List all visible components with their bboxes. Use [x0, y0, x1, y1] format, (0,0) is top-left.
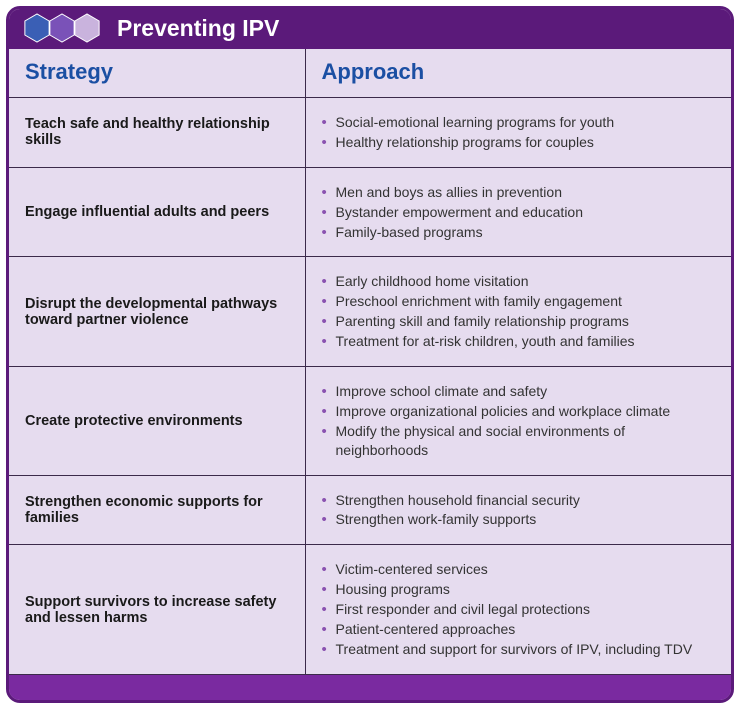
- approach-item: First responder and civil legal protecti…: [322, 600, 715, 619]
- approach-item: Victim-centered services: [322, 560, 715, 579]
- strategies-table: Strategy Approach Teach safe and healthy…: [9, 49, 731, 674]
- approach-list: Strengthen household financial securityS…: [322, 491, 715, 530]
- col-header-strategy: Strategy: [9, 49, 305, 98]
- approach-item: Modify the physical and social environme…: [322, 422, 715, 460]
- approach-cell: Victim-centered servicesHousing programs…: [305, 545, 731, 674]
- approach-cell: Men and boys as allies in preventionByst…: [305, 167, 731, 257]
- strategy-cell: Teach safe and healthy relationship skil…: [9, 98, 305, 168]
- approach-list: Improve school climate and safetyImprove…: [322, 382, 715, 460]
- approach-item: Improve organizational policies and work…: [322, 402, 715, 421]
- approach-item: Social-emotional learning programs for y…: [322, 113, 715, 132]
- approach-item: Treatment for at-risk children, youth an…: [322, 332, 715, 351]
- table-row: Teach safe and healthy relationship skil…: [9, 98, 731, 168]
- approach-list: Social-emotional learning programs for y…: [322, 113, 715, 152]
- strategy-cell: Create protective environments: [9, 367, 305, 476]
- table-row: Strengthen economic supports for familie…: [9, 475, 731, 545]
- approach-cell: Early childhood home visitationPreschool…: [305, 257, 731, 367]
- approach-item: Strengthen work-family supports: [322, 510, 715, 529]
- strategy-cell: Engage influential adults and peers: [9, 167, 305, 257]
- approach-list: Early childhood home visitationPreschool…: [322, 272, 715, 351]
- table-row: Engage influential adults and peers Men a…: [9, 167, 731, 257]
- approach-item: Healthy relationship programs for couple…: [322, 133, 715, 152]
- approach-cell: Improve school climate and safetyImprove…: [305, 367, 731, 476]
- strategy-cell: Strengthen economic supports for familie…: [9, 475, 305, 545]
- approach-list: Victim-centered servicesHousing programs…: [322, 560, 715, 658]
- footer-strip: [9, 674, 731, 700]
- approach-cell: Social-emotional learning programs for y…: [305, 98, 731, 168]
- col-header-approach: Approach: [305, 49, 731, 98]
- approach-item: Men and boys as allies in prevention: [322, 183, 715, 202]
- hexagon-logo-icon: [19, 13, 109, 43]
- table-row: Disrupt the developmental pathways towar…: [9, 257, 731, 367]
- approach-item: Treatment and support for survivors of I…: [322, 640, 715, 659]
- strategy-cell: Support survivors to increase safety and…: [9, 545, 305, 674]
- preventing-ipv-card: Preventing IPV Strategy Approach Teach s…: [6, 6, 734, 703]
- strategy-cell: Disrupt the developmental pathways towar…: [9, 257, 305, 367]
- approach-item: Parenting skill and family relationship …: [322, 312, 715, 331]
- approach-list: Men and boys as allies in preventionByst…: [322, 183, 715, 242]
- approach-item: Patient-centered approaches: [322, 620, 715, 639]
- title-bar: Preventing IPV: [9, 9, 731, 49]
- approach-item: Bystander empowerment and education: [322, 203, 715, 222]
- card-title: Preventing IPV: [117, 15, 279, 42]
- approach-item: Family-based programs: [322, 223, 715, 242]
- approach-cell: Strengthen household financial securityS…: [305, 475, 731, 545]
- approach-item: Early childhood home visitation: [322, 272, 715, 291]
- approach-item: Housing programs: [322, 580, 715, 599]
- approach-item: Improve school climate and safety: [322, 382, 715, 401]
- table-row: Support survivors to increase safety and…: [9, 545, 731, 674]
- approach-item: Preschool enrichment with family engagem…: [322, 292, 715, 311]
- approach-item: Strengthen household financial security: [322, 491, 715, 510]
- table-row: Create protective environmentsImprove sc…: [9, 367, 731, 476]
